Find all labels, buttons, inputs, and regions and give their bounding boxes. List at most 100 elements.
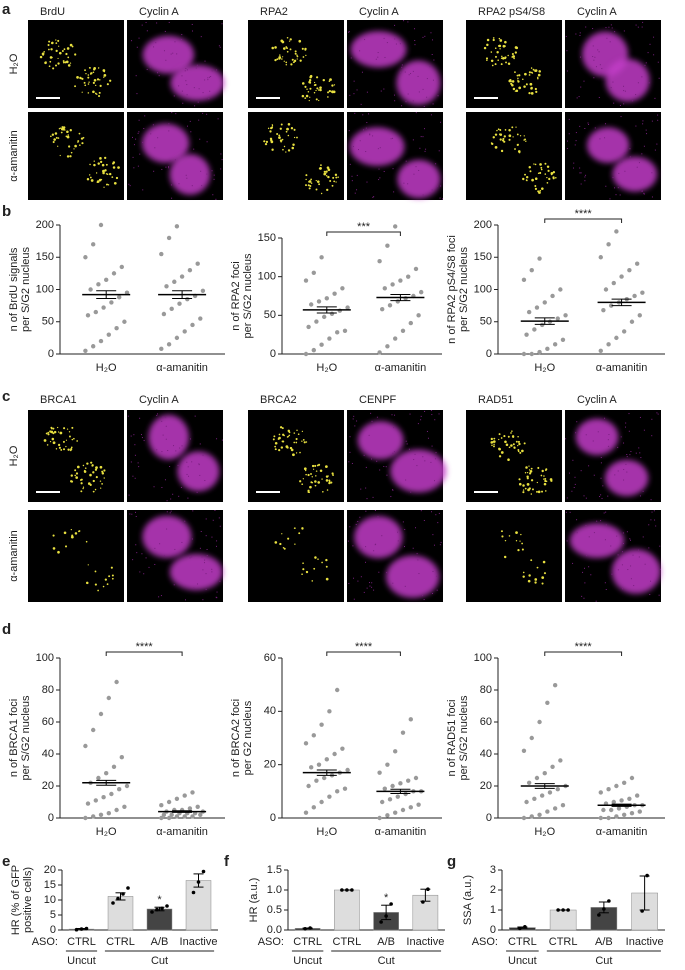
data-point [629, 319, 635, 324]
noise [205, 588, 207, 590]
focus [291, 58, 294, 61]
focus [282, 47, 286, 50]
noise [430, 114, 432, 116]
focus [534, 163, 537, 166]
noise [201, 556, 203, 558]
y-tick-label: 2 [490, 884, 496, 896]
focus [507, 62, 511, 65]
nucleus [575, 418, 619, 456]
focus [278, 449, 281, 452]
focus [70, 446, 73, 449]
focus [550, 479, 553, 482]
noise [635, 452, 637, 454]
noise [130, 461, 132, 463]
data-point [406, 274, 411, 279]
noise [566, 497, 568, 499]
row-label: α-amanitin [8, 530, 20, 582]
noise [597, 431, 599, 433]
y-axis-label: n of BRCA1 foci [8, 699, 20, 777]
focus [321, 561, 323, 564]
focus [60, 127, 64, 131]
noise [197, 583, 199, 585]
focus [86, 462, 89, 465]
data-point [403, 791, 408, 797]
noise [133, 167, 135, 169]
noise [650, 580, 652, 582]
noise [432, 103, 434, 105]
data-point [614, 783, 619, 789]
noise [390, 496, 392, 498]
noise [216, 438, 218, 440]
noise [585, 434, 587, 436]
focus [51, 437, 55, 441]
noise [426, 430, 428, 432]
data-point [335, 789, 340, 794]
noise [131, 513, 133, 515]
focus [75, 476, 79, 479]
data-point [166, 235, 172, 241]
data-point [621, 329, 627, 334]
noise [155, 42, 157, 44]
noise [356, 189, 358, 191]
focus [88, 81, 90, 83]
noise [166, 500, 168, 502]
focus [508, 446, 511, 449]
noise [629, 148, 631, 150]
noise [130, 435, 132, 437]
focus [101, 472, 105, 475]
x-tick-label: Inactive [626, 936, 664, 948]
focus [310, 473, 312, 475]
noise [635, 24, 637, 26]
noise [584, 180, 586, 182]
data-point [101, 795, 106, 800]
focus [85, 540, 88, 543]
noise [395, 43, 397, 45]
focus [57, 137, 60, 139]
x-tick-label: α-amanitin [375, 362, 427, 374]
noise [135, 138, 137, 140]
data-point [324, 296, 329, 301]
noise [649, 593, 651, 595]
error-bar [316, 769, 337, 776]
data-point [408, 717, 413, 722]
focus [52, 432, 55, 435]
noise [407, 183, 409, 185]
noise [370, 458, 372, 460]
noise [351, 175, 353, 177]
focus [507, 54, 509, 57]
focus [536, 566, 539, 569]
noise [588, 123, 590, 125]
data-point [196, 880, 201, 884]
data-point [119, 264, 125, 270]
noise [213, 178, 215, 180]
micrograph [127, 112, 223, 200]
focus [325, 479, 329, 482]
focus [301, 573, 303, 576]
noise [137, 165, 139, 167]
noise [402, 52, 404, 54]
focus [55, 136, 58, 139]
focus [543, 482, 547, 486]
noise [182, 102, 184, 104]
data-point [550, 764, 555, 769]
focus [512, 443, 515, 446]
focus [326, 188, 329, 192]
focus [80, 482, 83, 485]
focus [518, 86, 522, 90]
y-tick-label: 0 [486, 812, 492, 824]
noise [377, 52, 379, 54]
noise [211, 170, 213, 172]
noise [626, 531, 628, 533]
noise [179, 447, 181, 449]
y-axis-label: n of BrdU signals [8, 247, 20, 331]
focus [534, 69, 538, 72]
focus [329, 180, 332, 183]
focus [332, 90, 336, 94]
focus [49, 56, 53, 59]
focus [278, 433, 281, 436]
noise [575, 432, 577, 434]
noise [202, 599, 204, 601]
focus [115, 176, 119, 180]
focus [293, 441, 296, 444]
y-tick-label: 20 [42, 780, 54, 792]
